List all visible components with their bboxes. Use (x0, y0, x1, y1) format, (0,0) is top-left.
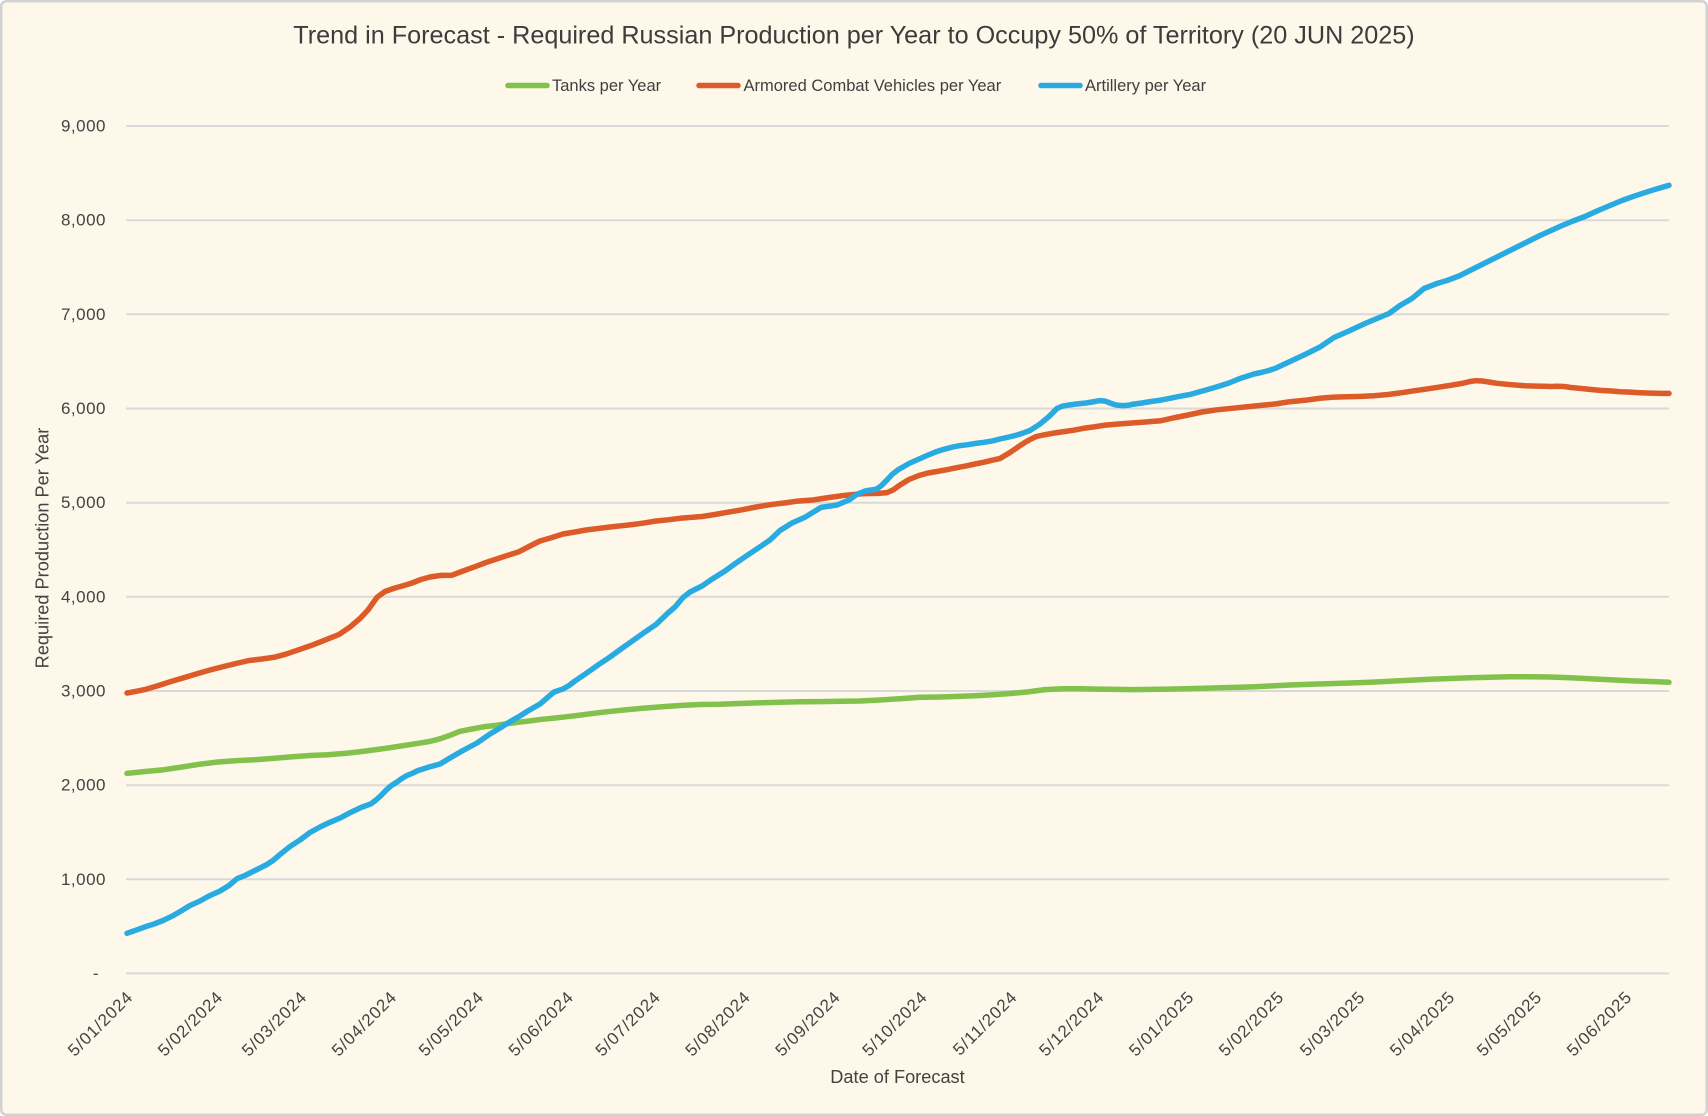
svg-text:6,000: 6,000 (61, 399, 106, 418)
svg-text:Armored Combat Vehicles per Ye: Armored Combat Vehicles per Year (744, 77, 1002, 95)
svg-text:4,000: 4,000 (61, 587, 106, 606)
svg-text:Trend in Forecast - Required R: Trend in Forecast - Required Russian Pro… (293, 22, 1414, 50)
svg-text:1,000: 1,000 (61, 870, 106, 889)
svg-text:Artillery per Year: Artillery per Year (1085, 77, 1207, 95)
svg-text:9,000: 9,000 (61, 117, 106, 136)
svg-text:Required Production Per Year: Required Production Per Year (33, 428, 53, 669)
svg-text:3,000: 3,000 (61, 682, 106, 701)
svg-text:-: - (93, 964, 99, 983)
svg-text:2,000: 2,000 (61, 776, 106, 795)
svg-text:8,000: 8,000 (61, 211, 106, 230)
svg-text:Tanks per Year: Tanks per Year (552, 77, 662, 95)
svg-text:7,000: 7,000 (61, 305, 106, 324)
svg-text:5,000: 5,000 (61, 493, 106, 512)
svg-text:Date of Forecast: Date of Forecast (830, 1067, 964, 1087)
